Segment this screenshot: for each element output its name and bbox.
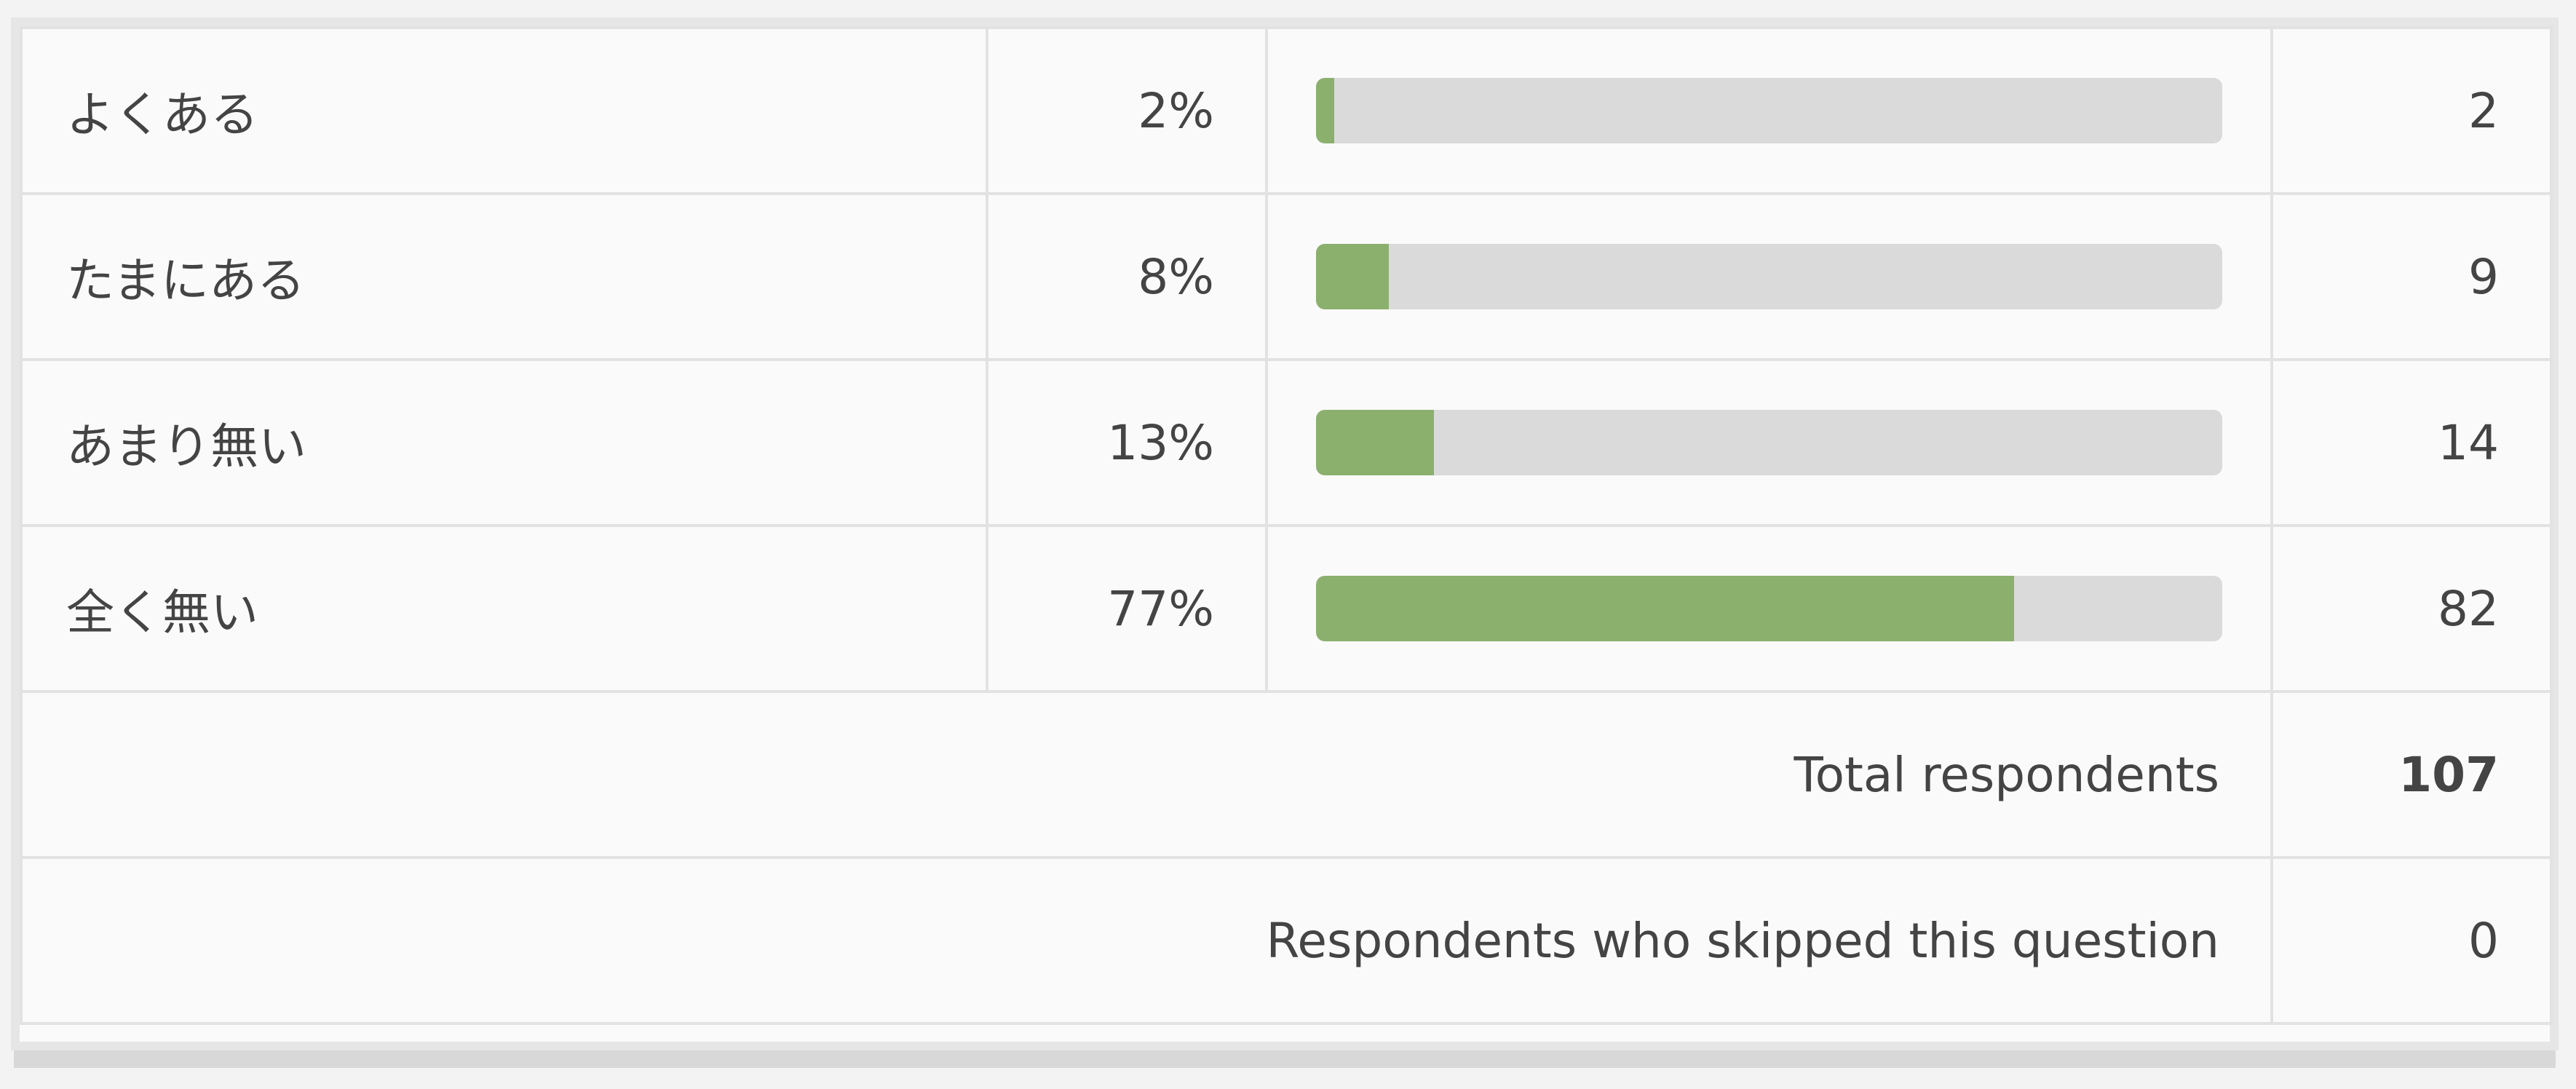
bar-track	[1316, 410, 2222, 475]
answer-label: あまり無い	[20, 358, 988, 527]
answer-count: 9	[2270, 192, 2553, 361]
answer-count: 14	[2270, 358, 2553, 527]
summary-label: Total respondents	[20, 690, 2273, 859]
answer-label: 全く無い	[20, 524, 988, 693]
answer-row: 全く無い 77% 82	[20, 524, 2553, 693]
results-table-panel: よくある 2% 2 たまにある 8% 9 あまり無い 13% 14 全く無い 77% 82 Total …	[20, 26, 2553, 1042]
answer-count: 82	[2270, 524, 2553, 693]
bar-fill	[1316, 78, 1334, 143]
answer-bar-cell	[1265, 192, 2273, 361]
bar-fill	[1316, 576, 2014, 641]
summary-row: Total respondents 107	[20, 690, 2553, 859]
answer-percent: 8%	[986, 192, 1268, 361]
results-table: よくある 2% 2 たまにある 8% 9 あまり無い 13% 14 全く無い 77% 82 Total …	[20, 26, 2553, 1025]
answer-row: よくある 2% 2	[20, 26, 2553, 195]
summary-label: Respondents who skipped this question	[20, 856, 2273, 1025]
bar-fill	[1316, 410, 1434, 475]
answer-count: 2	[2270, 26, 2553, 195]
summary-value: 0	[2270, 856, 2553, 1025]
bar-fill	[1316, 244, 1389, 309]
summary-row: Respondents who skipped this question 0	[20, 856, 2553, 1025]
bar-track	[1316, 78, 2222, 143]
answer-label: よくある	[20, 26, 988, 195]
answer-label: たまにある	[20, 192, 988, 361]
answer-percent: 2%	[986, 26, 1268, 195]
bar-track	[1316, 576, 2222, 641]
answer-bar-cell	[1265, 524, 2273, 693]
answer-bar-cell	[1265, 26, 2273, 195]
answer-row: あまり無い 13% 14	[20, 358, 2553, 527]
summary-number: 107	[2398, 746, 2499, 803]
summary-value: 107	[2270, 690, 2553, 859]
bar-track	[1316, 244, 2222, 309]
answer-percent: 77%	[986, 524, 1268, 693]
answer-row: たまにある 8% 9	[20, 192, 2553, 361]
answer-percent: 13%	[986, 358, 1268, 527]
summary-number: 0	[2468, 912, 2499, 969]
answer-bar-cell	[1265, 358, 2273, 527]
